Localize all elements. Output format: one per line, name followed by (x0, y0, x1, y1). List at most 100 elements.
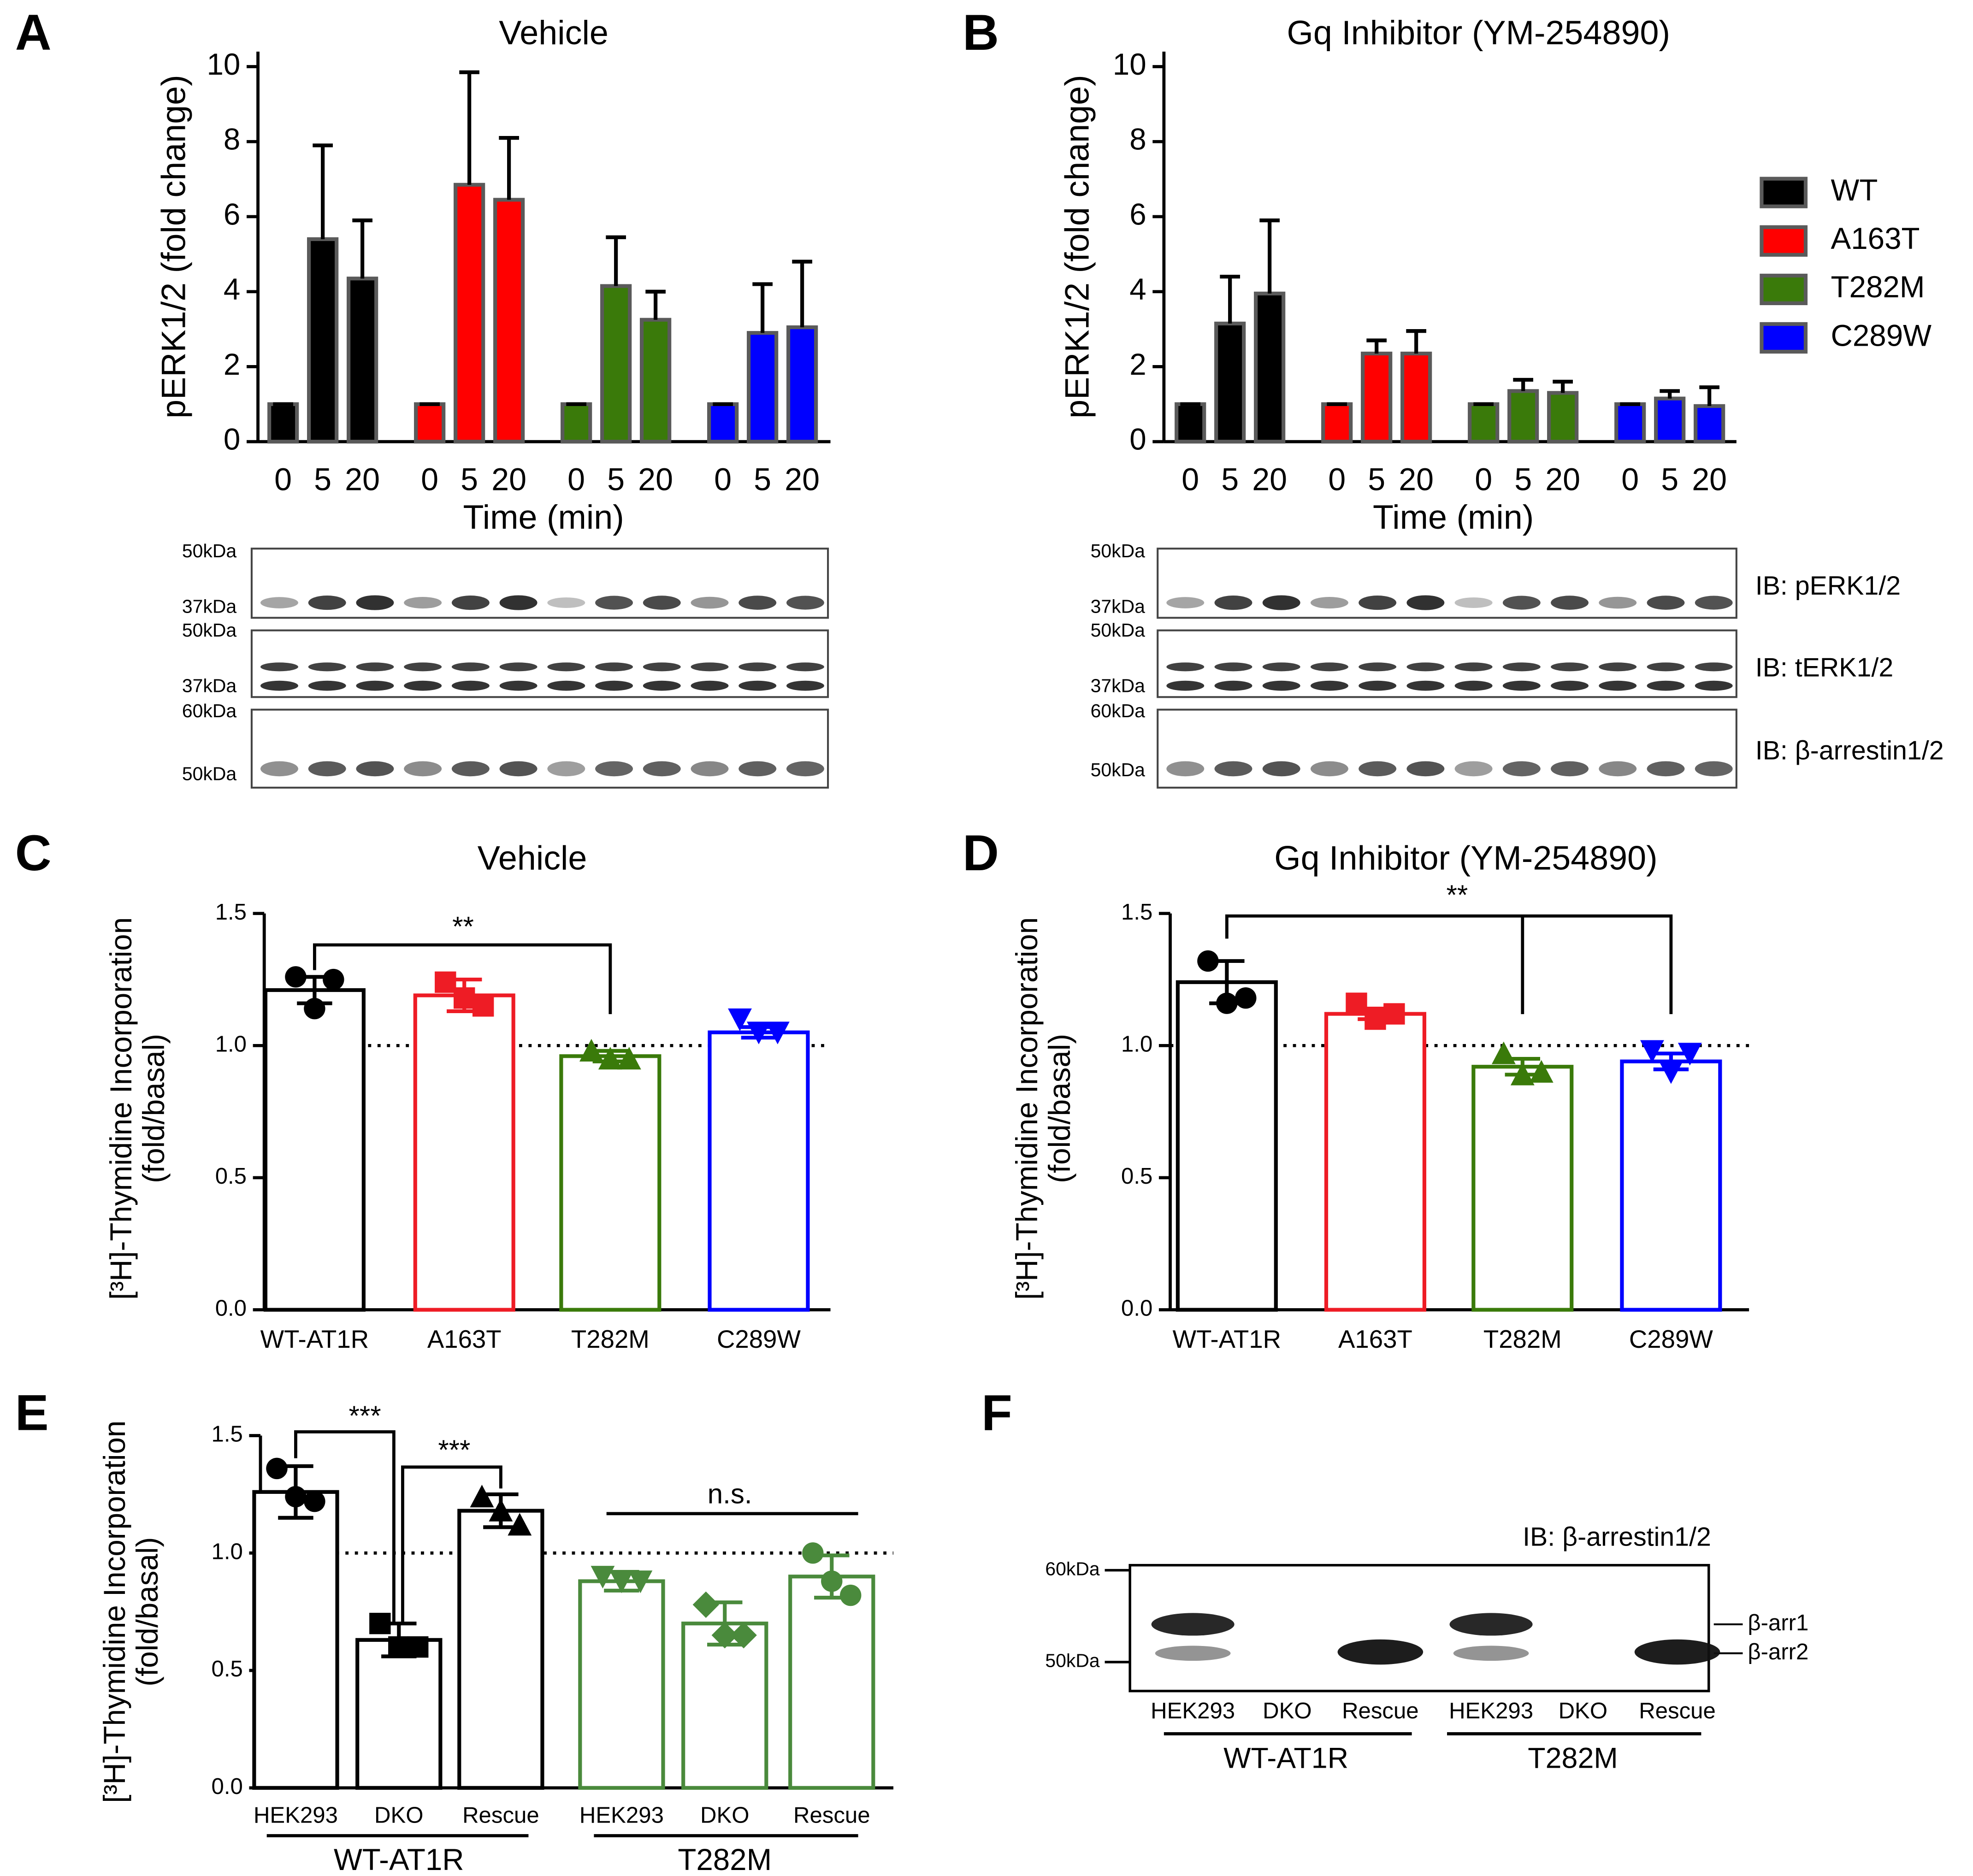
lane-label: Rescue (1342, 1699, 1419, 1723)
y-tick-label: 10 (1113, 47, 1146, 81)
x-tick-label: 5 (314, 462, 331, 497)
kda-label: 37kDa (182, 675, 237, 696)
kda-label: 60kDa (1091, 700, 1146, 721)
data-point (579, 1038, 603, 1062)
y-tick-label: 1.0 (212, 1539, 243, 1564)
kda-label: 60kDa (182, 700, 237, 721)
bar (454, 183, 485, 444)
data-point (508, 1513, 532, 1536)
error-bar (483, 1492, 519, 1529)
kda-label: 50kDa (1045, 1650, 1100, 1671)
blot-band (260, 680, 298, 691)
data-point (1678, 1043, 1702, 1066)
blot-band (451, 680, 490, 691)
y-axis-label: (fold/basal) (130, 1537, 164, 1687)
kda-label: 50kDa (182, 540, 237, 561)
blot-band (1634, 1639, 1720, 1665)
panel-letter: E (15, 1385, 49, 1441)
y-tick-label: 0 (1129, 422, 1146, 456)
bar (708, 1030, 810, 1312)
y-axis-label: [³H]-Thymidine Incorporation (98, 1421, 131, 1803)
blot-band (1599, 596, 1637, 609)
data-point (1659, 1061, 1683, 1084)
annotation-bracket (294, 1430, 396, 1624)
blot-band (786, 662, 824, 672)
data-point (802, 1542, 824, 1564)
kda-label: 50kDa (182, 619, 237, 641)
blot-band (1502, 761, 1541, 777)
x-tick-label: 20 (345, 462, 380, 497)
x-tick-label: 0 (567, 462, 585, 497)
error-bar (1699, 385, 1719, 406)
blot-band (1262, 595, 1300, 610)
data-point (1235, 987, 1257, 1009)
blot-band (499, 595, 538, 610)
bar (413, 993, 515, 1312)
bar (1400, 351, 1432, 444)
probe-label: IB: β-arrestin1/2 (1523, 1522, 1711, 1552)
kda-label: 37kDa (1091, 596, 1146, 617)
panel-letter: D (963, 825, 999, 881)
error-bar (1259, 218, 1280, 294)
lane-label: HEK293 (1449, 1699, 1533, 1723)
x-tick-label: 5 (607, 462, 625, 497)
error-bar (606, 235, 626, 286)
x-tick-label: 0 (274, 462, 292, 497)
band-label: β-arr2 (1748, 1640, 1808, 1664)
kda-label: 60kDa (1045, 1558, 1100, 1579)
annotation: *** (438, 1434, 470, 1465)
blot-band (499, 761, 538, 777)
blot-band (786, 761, 824, 777)
x-axis-label: Time (min) (463, 498, 624, 536)
blot-band (308, 680, 346, 691)
blot-band (1166, 662, 1205, 672)
blot-band (451, 596, 490, 610)
blot-band (1310, 662, 1348, 672)
annotation-bracket (313, 943, 612, 1015)
bar (559, 1054, 662, 1312)
error-bar (707, 1600, 743, 1647)
x-tick-label: 20 (491, 462, 526, 497)
blot-band (643, 596, 681, 610)
x-tick-label: 5 (1661, 462, 1678, 497)
blot-band (1502, 662, 1541, 672)
blot-band (1406, 595, 1445, 610)
blot-b: 50kDa 37kDa 50kDa 37kDa 60kDa 50kDa IB: … (1091, 540, 1944, 789)
error-bar (1366, 338, 1387, 354)
y-tick-label: 10 (207, 47, 240, 81)
probe-label: IB: β-arrestin1/2 (1755, 736, 1944, 766)
annotation-bracket (401, 1465, 502, 1624)
blot-band (1151, 1613, 1235, 1636)
blot-band (1406, 761, 1445, 777)
y-tick-label: 0.0 (212, 1774, 243, 1799)
data-point (730, 1622, 757, 1649)
data-point (323, 968, 344, 991)
lane-label: Rescue (1639, 1699, 1716, 1723)
probe-label: IB: pERK1/2 (1755, 571, 1901, 601)
blot-band (1695, 761, 1733, 777)
blot-band (1359, 596, 1397, 610)
bar (600, 284, 632, 444)
x-tick-label: WT-AT1R (1173, 1325, 1281, 1353)
error-bar (447, 977, 482, 1013)
blot-band (308, 761, 346, 777)
blot-band (738, 662, 777, 672)
kda-label: 37kDa (1091, 675, 1146, 696)
data-point (692, 1591, 719, 1618)
x-tick-label: A163T (427, 1325, 502, 1353)
y-tick-label: 1.5 (212, 1422, 243, 1447)
blot-band (595, 680, 633, 691)
data-point (617, 1047, 641, 1070)
blot-band (1551, 662, 1589, 672)
x-axis-label: Time (min) (1373, 498, 1534, 536)
bar (1547, 391, 1579, 444)
y-tick-label: 1.0 (1121, 1032, 1152, 1056)
blot-frame (1157, 548, 1737, 619)
blot-band (1454, 680, 1493, 691)
y-axis-label: pERK1/2 (fold change) (1057, 75, 1096, 419)
x-tick-label: 5 (1514, 462, 1532, 497)
x-tick-label: T282M (571, 1325, 650, 1353)
legend-swatch (1760, 177, 1808, 208)
legend-swatch (1760, 273, 1808, 306)
legend-label: WT (1831, 173, 1878, 207)
